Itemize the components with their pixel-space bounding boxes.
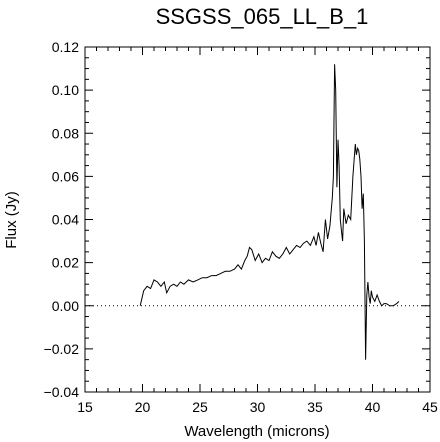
y-tick-label: 0.10 [52,82,79,98]
tick-layer: 15 20 25 30 35 40 45 −0.04 −0.02 0.00 0.02 0.04 0.06… [44,39,438,415]
y-tick-label: −0.04 [44,384,80,400]
chart-title: SSGSS_065_LL_B_1 [156,4,369,29]
y-tick-label: 0.08 [52,125,79,141]
y-tick-label: 0.00 [52,298,79,314]
x-tick-label: 35 [307,399,323,415]
y-tick-label: 0.12 [52,39,79,55]
y-tick-label: 0.04 [52,212,79,228]
y-tick-label: −0.02 [44,341,80,357]
x-tick-label: 15 [77,399,93,415]
y-tick-label: 0.06 [52,168,79,184]
x-tick-label: 40 [365,399,381,415]
x-axis-label: Wavelength (microns) [184,423,329,440]
series-layer [139,64,400,360]
plot-frame [84,46,431,393]
y-axis-label: Flux (Jy) [3,191,20,249]
x-tick-label: 45 [422,399,438,415]
x-tick-label: 30 [250,399,266,415]
flux-series-line [139,64,400,360]
x-tick-label: 25 [192,399,208,415]
y-tick-label: 0.02 [52,255,79,271]
x-tick-label: 20 [135,399,151,415]
